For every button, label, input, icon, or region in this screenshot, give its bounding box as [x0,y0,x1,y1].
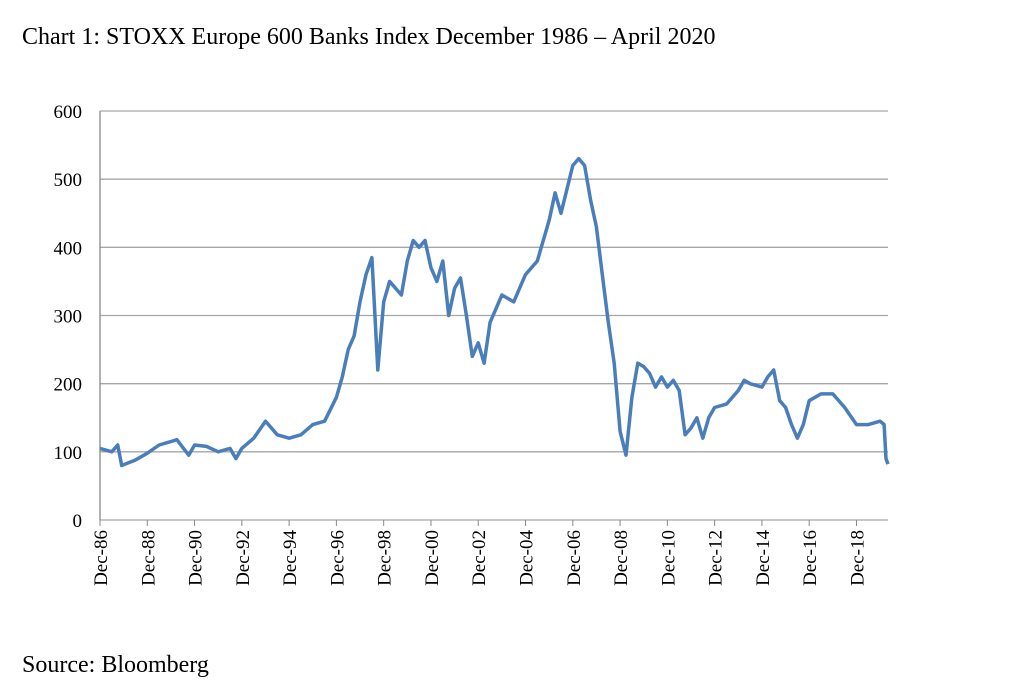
x-tick-label: Dec-08 [611,530,632,586]
y-tick-label: 0 [73,511,83,532]
x-tick-label: Dec-86 [91,530,112,586]
y-tick-label: 600 [54,102,83,123]
x-tick-label: Dec-18 [847,530,868,586]
x-tick-label: Dec-98 [375,530,396,586]
chart-title: Chart 1: STOXX Europe 600 Banks Index De… [22,24,715,50]
x-tick-label: Dec-16 [800,530,821,586]
y-tick-label: 500 [54,170,83,191]
source-note: Source: Bloomberg [22,652,209,678]
x-tick-label: Dec-04 [517,530,538,586]
data-line [99,156,890,468]
x-tick-label: Dec-96 [327,530,348,586]
x-tick-label: Dec-02 [469,530,490,586]
x-tick-label: Dec-12 [706,530,727,586]
x-tick-label: Dec-94 [280,530,301,586]
x-tick-label: Dec-92 [233,530,254,586]
x-tick-label: Dec-88 [138,530,159,586]
x-tick-label: Dec-10 [658,530,679,586]
x-tick-label: Dec-06 [564,530,585,586]
x-tick-label: Dec-90 [186,530,207,586]
y-tick-label: 300 [54,307,83,328]
y-tick-label: 200 [54,375,83,396]
x-tick-label: Dec-14 [753,530,774,586]
y-tick-label: 100 [54,443,83,464]
y-tick-label: 400 [54,238,83,259]
x-tick-label: Dec-00 [422,530,443,586]
